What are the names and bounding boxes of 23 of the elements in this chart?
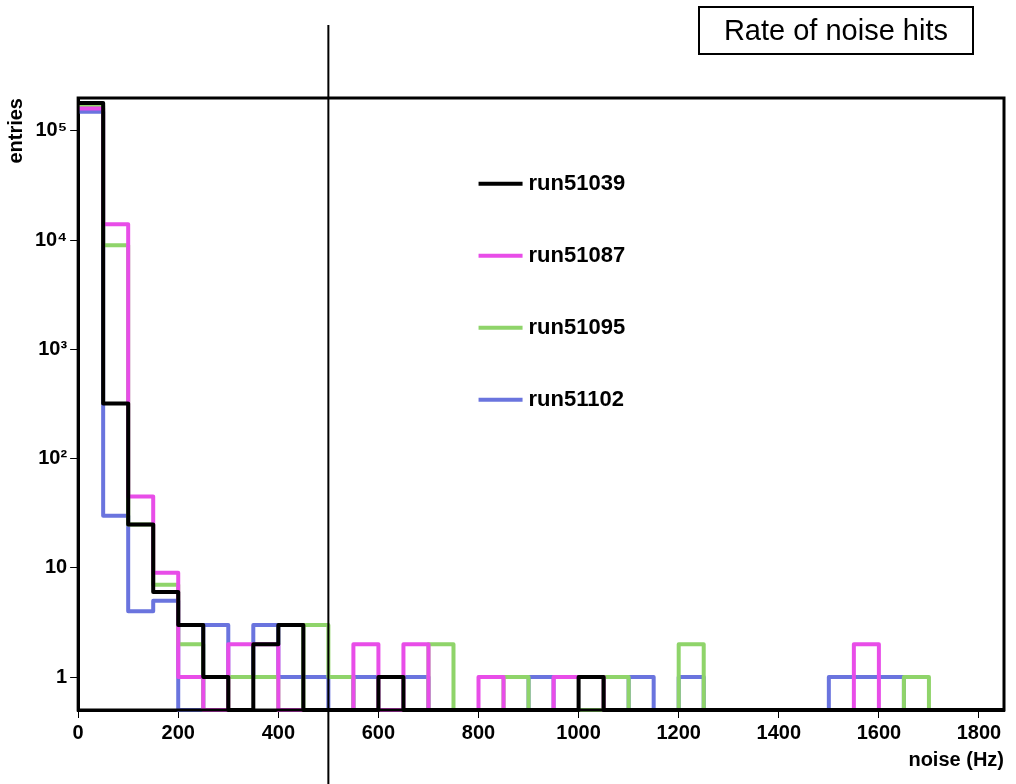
y-tick-label: 10⁵: [35, 118, 68, 141]
y-tick-label: 10²: [38, 446, 68, 469]
y-tick-label: 10³: [38, 336, 68, 359]
x-tick-label: 1600: [856, 720, 902, 743]
legend-label: run51095: [528, 313, 626, 339]
x-tick-label: 1200: [656, 720, 701, 743]
x-tick-label: 200: [161, 720, 195, 743]
x-tick-label: 0: [72, 720, 84, 743]
x-tick-label: 400: [261, 720, 296, 743]
x-tick-label: 1400: [756, 720, 802, 743]
y-tick-label: 10⁴: [35, 227, 68, 250]
legend-label: run51102: [528, 385, 624, 411]
x-tick-label: 1000: [556, 720, 601, 743]
legend-label: run51087: [528, 241, 626, 267]
legend-label: run51039: [528, 169, 626, 195]
y-tick-label: 10: [44, 555, 68, 578]
x-tick-label: 800: [461, 720, 496, 743]
y-axis-title: entries: [3, 98, 26, 164]
x-tick-label: 600: [361, 720, 396, 743]
y-tick-label: 1: [56, 664, 68, 687]
x-tick-label: 1800: [956, 720, 1002, 743]
chart-title: Rate of noise hits: [697, 6, 974, 55]
x-axis-title: noise (Hz): [908, 747, 1004, 770]
